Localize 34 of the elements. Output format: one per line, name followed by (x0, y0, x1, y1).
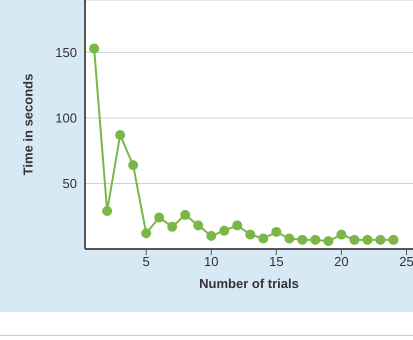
point (102, 206, 112, 216)
y-tick-label: 50 (62, 176, 77, 192)
point (349, 234, 360, 245)
point (219, 226, 230, 236)
point (141, 228, 152, 238)
point (128, 160, 138, 170)
point (167, 222, 178, 232)
y-axis-title: Time in seconds (20, 74, 36, 176)
point (154, 212, 164, 223)
point (193, 220, 204, 230)
point (180, 210, 190, 220)
y-tick-label: 150 (55, 45, 77, 60)
point (297, 234, 308, 245)
x-tick-label: 25 (399, 254, 413, 270)
point (388, 234, 398, 245)
point (362, 234, 372, 245)
point (245, 230, 256, 240)
x-tick-label: 5 (142, 254, 150, 270)
point (232, 220, 242, 230)
point (89, 43, 100, 54)
point (206, 230, 216, 241)
point (115, 130, 126, 140)
point (271, 226, 282, 237)
x-tick-label: 20 (334, 254, 349, 270)
point (310, 234, 320, 245)
x-tick-label: 10 (204, 254, 218, 270)
point (258, 234, 268, 244)
x-axis-title: Number of trials (199, 276, 299, 292)
point (375, 234, 386, 245)
y-tick-label: 100 (55, 110, 77, 126)
point (284, 234, 294, 244)
point (323, 236, 334, 246)
x-tick-label: 15 (269, 254, 284, 270)
point (336, 230, 346, 240)
